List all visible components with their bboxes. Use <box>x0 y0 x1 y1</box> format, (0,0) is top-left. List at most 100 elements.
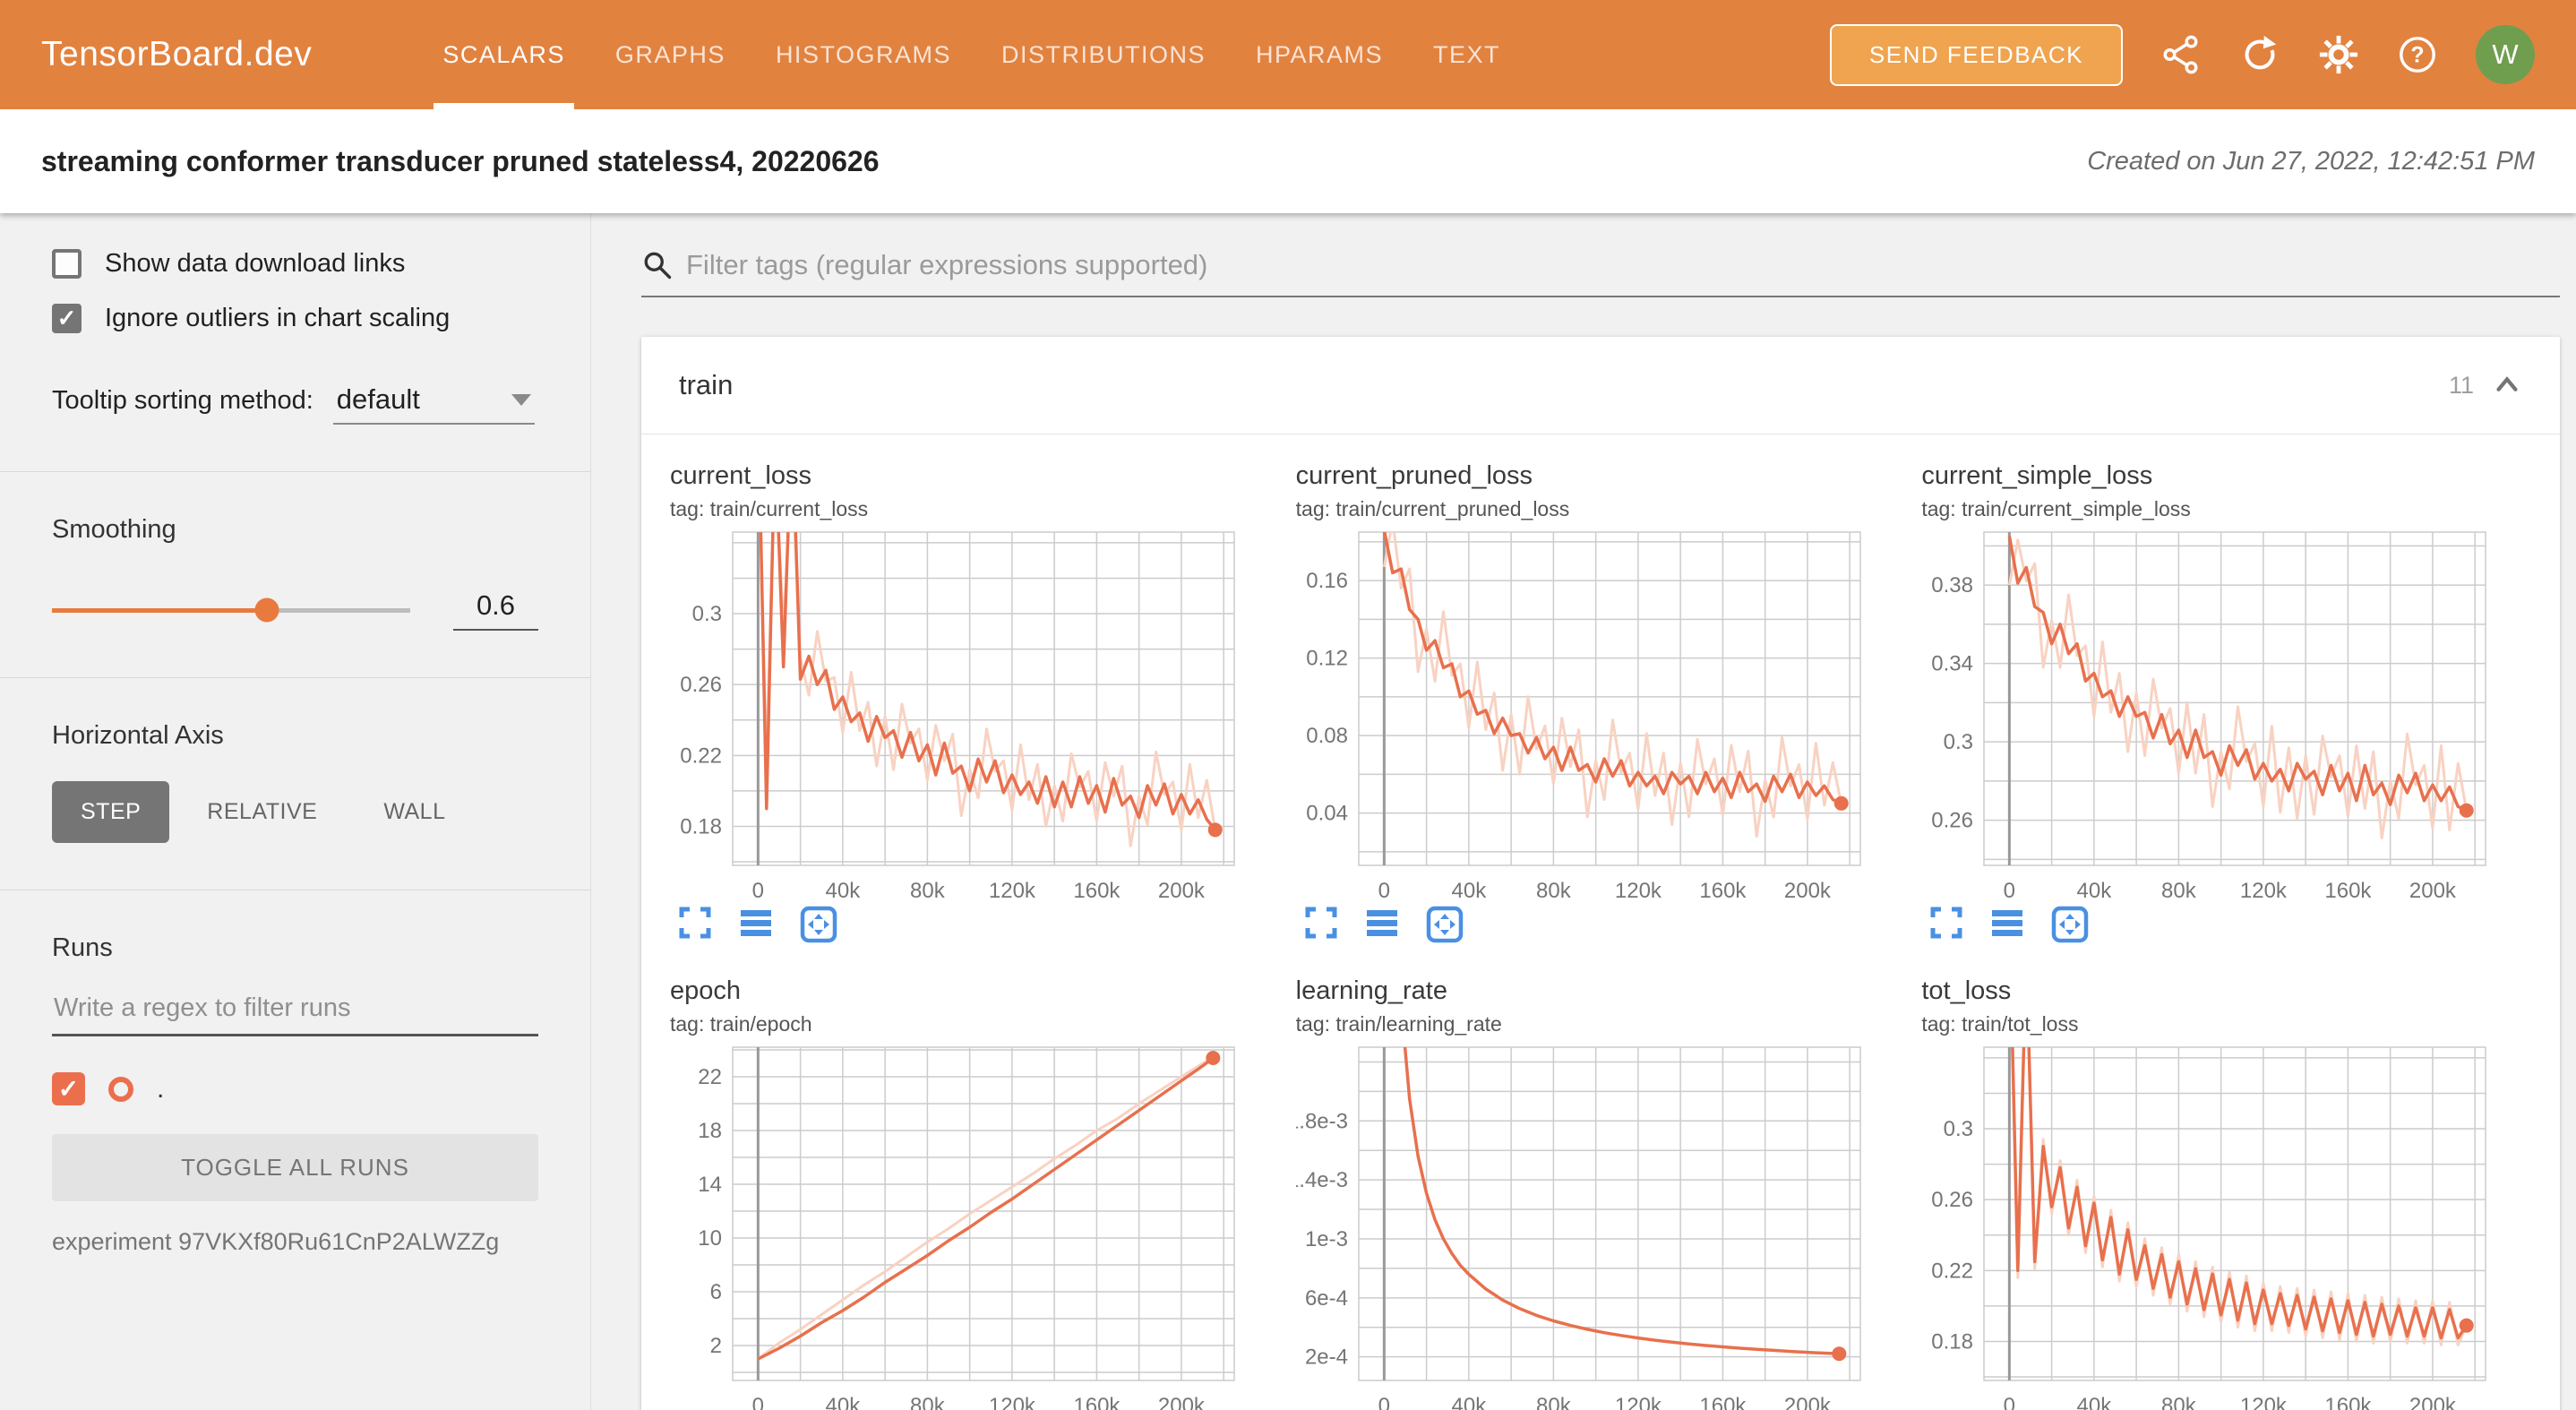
svg-text:6e-4: 6e-4 <box>1305 1286 1348 1311</box>
svg-text:2: 2 <box>710 1334 722 1358</box>
fullscreen-icon[interactable] <box>677 905 713 941</box>
svg-text:200k: 200k <box>2409 1394 2457 1410</box>
chart-title: epoch <box>670 976 742 1005</box>
svg-text:6: 6 <box>710 1280 722 1304</box>
svg-text:200k: 200k <box>1784 1394 1832 1410</box>
help-icon[interactable]: ? <box>2397 34 2438 75</box>
svg-text:0: 0 <box>752 879 764 903</box>
fit-domain-icon[interactable] <box>799 905 838 944</box>
svg-text:160k: 160k <box>1073 1394 1121 1410</box>
chart-tile-current_loss: current_loss tag: train/current_loss 0.18 0… <box>670 461 1285 944</box>
tab-distributions[interactable]: DISTRIBUTIONS <box>1000 40 1206 68</box>
svg-text:0.26: 0.26 <box>680 673 722 697</box>
chart-tile-tot_loss: tot_loss tag: train/tot_loss 0.18 0.22 0.26 0… <box>1921 976 2537 1410</box>
smoothing-value[interactable]: 0.6 <box>453 589 538 631</box>
chart-plot-learning_rate[interactable]: 2e-4 6e-4 1e-3 1.4e-3 1.8e-3 0 40k 80k 120k 160k 2… <box>1296 1042 1878 1410</box>
share-icon[interactable] <box>2160 34 2202 75</box>
svg-text:80k: 80k <box>910 879 946 903</box>
horizontal-axis-label: Horizontal Axis <box>52 721 224 750</box>
chart-actions <box>670 905 1285 944</box>
svg-text:40k: 40k <box>2077 879 2113 903</box>
runs-label: Runs <box>52 933 113 962</box>
filter-tags-row <box>641 249 2560 297</box>
smoothing-row: 0.6 <box>52 589 538 631</box>
tooltip-sort-dropdown[interactable]: default <box>332 383 535 425</box>
tab-scalars[interactable]: SCALARS <box>417 0 590 109</box>
fit-domain-icon[interactable] <box>2050 905 2090 944</box>
experiment-id-label: experiment 97VKXf80Ru61CnP2ALWZZg <box>52 1228 500 1255</box>
svg-text:160k: 160k <box>2325 879 2373 903</box>
train-group-header[interactable]: train 11 <box>641 337 2560 434</box>
run-checkbox[interactable]: ✓ <box>52 1072 85 1105</box>
svg-text:0.34: 0.34 <box>1932 652 1974 676</box>
tab-graphs[interactable]: GRAPHS <box>614 40 726 68</box>
divider <box>0 677 590 678</box>
svg-text:120k: 120k <box>989 1394 1036 1410</box>
chart-plot-current_pruned_loss[interactable]: 0.04 0.08 0.12 0.16 0 40k 80k 120k 160k 200k <box>1296 527 1878 903</box>
smoothing-slider-thumb[interactable] <box>254 598 279 623</box>
chart-plot-current_simple_loss[interactable]: 0.26 0.3 0.34 0.38 0 40k 80k 120k 160k 200k <box>1921 527 2503 903</box>
svg-text:200k: 200k <box>1158 879 1206 903</box>
group-name: train <box>679 369 734 400</box>
svg-text:0: 0 <box>2004 1394 2015 1410</box>
chart-plot-tot_loss[interactable]: 0.18 0.22 0.26 0.3 0 40k 80k 120k 160k 200k <box>1921 1042 2503 1410</box>
svg-text:0: 0 <box>1378 879 1389 903</box>
axis-step-button[interactable]: STEP <box>52 781 170 843</box>
ignore-outliers-row[interactable]: ✓ Ignore outliers in chart scaling <box>52 304 538 333</box>
svg-text:80k: 80k <box>2161 879 2197 903</box>
smoothing-slider[interactable] <box>52 598 410 623</box>
svg-text:0.3: 0.3 <box>1944 1117 1973 1141</box>
data-table-icon[interactable] <box>1989 905 2025 941</box>
chart-title: learning_rate <box>1295 976 1447 1005</box>
chart-tag: tag: train/current_pruned_loss <box>1295 497 1570 520</box>
chart-title: current_loss <box>670 461 811 490</box>
toggle-all-runs-button[interactable]: TOGGLE ALL RUNS <box>52 1134 538 1201</box>
tab-text[interactable]: TEXT <box>1433 40 1501 68</box>
settings-sidebar: Show data download links ✓ Ignore outlie… <box>0 213 591 1410</box>
refresh-icon[interactable] <box>2239 34 2280 75</box>
user-avatar[interactable]: W <box>2476 25 2535 84</box>
show-download-links-checkbox[interactable] <box>52 249 82 279</box>
tab-histograms[interactable]: HISTOGRAMS <box>775 40 951 68</box>
svg-text:80k: 80k <box>1536 1394 1572 1410</box>
svg-text:0.38: 0.38 <box>1932 573 1974 598</box>
fit-domain-icon[interactable] <box>1425 905 1464 944</box>
svg-text:18: 18 <box>698 1119 722 1143</box>
divider <box>0 471 590 472</box>
train-group-card: train 11 current_loss tag: train/current_… <box>641 337 2560 1410</box>
title-bar: streaming conformer transducer pruned st… <box>0 109 2576 213</box>
svg-text:80k: 80k <box>2161 1394 2197 1410</box>
filter-tags-input[interactable] <box>686 249 2560 281</box>
runs-regex-input[interactable] <box>52 993 538 1036</box>
chart-tag: tag: train/learning_rate <box>1295 1012 1502 1036</box>
svg-text:0: 0 <box>752 1394 764 1410</box>
smoothing-slider-fill <box>52 607 267 613</box>
chart-plot-current_loss[interactable]: 0.18 0.22 0.26 0.3 0 40k 80k 120k 160k 200k <box>670 527 1252 903</box>
axis-relative-button[interactable]: RELATIVE <box>178 781 346 843</box>
chart-actions <box>1296 905 1911 944</box>
svg-text:40k: 40k <box>1451 879 1487 903</box>
chart-tag: tag: train/current_simple_loss <box>1921 497 2191 520</box>
run-color-swatch[interactable] <box>108 1076 133 1102</box>
svg-text:200k: 200k <box>2409 879 2457 903</box>
top-actions: SEND FEEDBACK ? W <box>1829 23 2535 86</box>
settings-gear-icon[interactable] <box>2318 34 2359 75</box>
chart-plot-epoch[interactable]: 2 6 10 14 18 22 0 40k 80k 120k 160k 200k <box>670 1042 1252 1410</box>
tooltip-sort-row: Tooltip sorting method: default <box>52 383 538 425</box>
tab-hparams[interactable]: HPARAMS <box>1255 40 1384 68</box>
ignore-outliers-label: Ignore outliers in chart scaling <box>105 304 451 332</box>
data-table-icon[interactable] <box>738 905 774 941</box>
fullscreen-icon[interactable] <box>1303 905 1339 941</box>
send-feedback-button[interactable]: SEND FEEDBACK <box>1829 23 2123 86</box>
svg-text:1.4e-3: 1.4e-3 <box>1296 1168 1348 1192</box>
chevron-up-icon[interactable] <box>2492 370 2522 400</box>
fullscreen-icon[interactable] <box>1928 905 1964 941</box>
ignore-outliers-checkbox[interactable]: ✓ <box>52 304 82 333</box>
top-bar: TensorBoard.dev SCALARS GRAPHS HISTOGRAM… <box>0 0 2576 109</box>
svg-text:14: 14 <box>698 1173 722 1197</box>
show-download-links-row[interactable]: Show data download links <box>52 249 538 279</box>
run-row: ✓ . <box>52 1072 538 1105</box>
data-table-icon[interactable] <box>1364 905 1400 941</box>
axis-wall-button[interactable]: WALL <box>355 781 474 843</box>
svg-text:40k: 40k <box>826 1394 862 1410</box>
